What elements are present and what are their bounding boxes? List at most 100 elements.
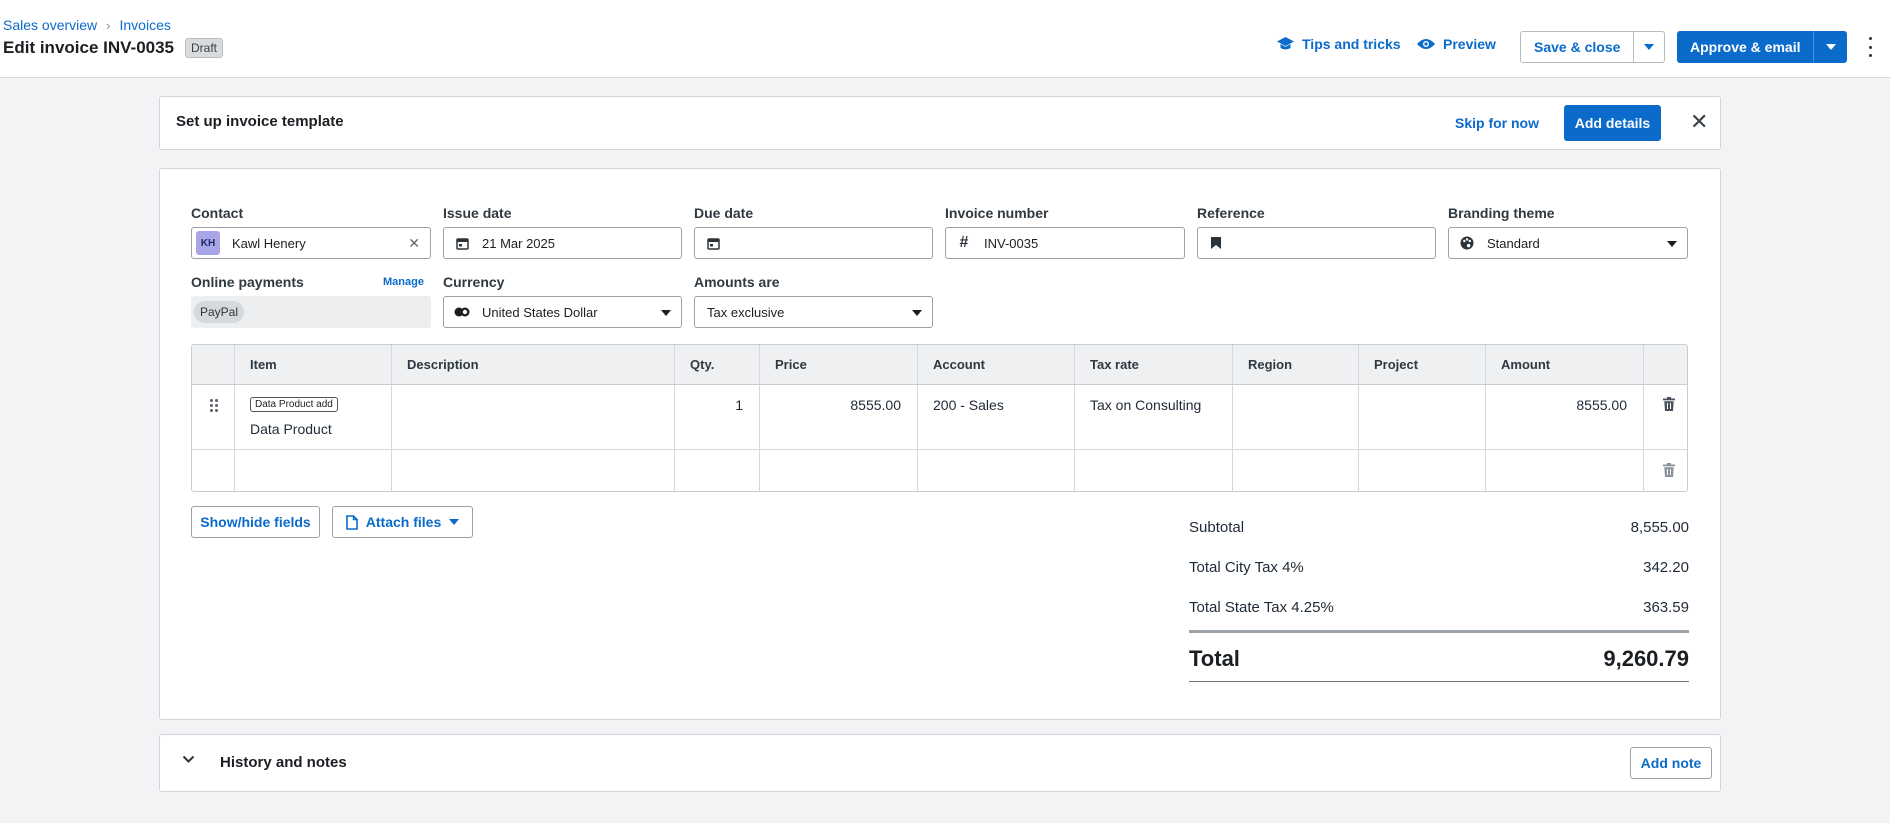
approve-email-split-button: Approve & email <box>1677 31 1847 63</box>
breadcrumb-separator-icon: › <box>106 17 111 33</box>
invoice-form-card: Contact Issue date Due date Invoice numb… <box>159 168 1721 720</box>
city-tax-label: Total City Tax 4% <box>1189 559 1304 576</box>
status-badge: Draft <box>185 38 224 58</box>
price-cell[interactable]: 8555.00 <box>760 385 918 449</box>
amount-cell <box>1486 450 1644 491</box>
chevron-down-icon <box>449 519 460 525</box>
banner-title: Set up invoice template <box>176 113 344 130</box>
amount-cell: 8555.00 <box>1486 385 1644 449</box>
tips-label: Tips and tricks <box>1302 36 1401 52</box>
preview-label: Preview <box>1443 36 1496 52</box>
branding-theme-label: Branding theme <box>1448 205 1555 221</box>
invoice-number-value: INV-0035 <box>984 235 1039 251</box>
chevron-down-icon <box>661 310 671 316</box>
breadcrumb-sales-overview[interactable]: Sales overview <box>3 17 98 33</box>
item-value: Data Product <box>250 421 332 437</box>
attach-files-button[interactable]: Attach files <box>332 506 473 538</box>
due-date-field[interactable] <box>694 227 933 259</box>
reference-label: Reference <box>1197 205 1265 221</box>
account-cell[interactable] <box>918 450 1075 491</box>
amounts-are-select[interactable]: Tax exclusive <box>694 296 933 328</box>
amounts-are-label: Amounts are <box>694 274 780 290</box>
contact-label: Contact <box>191 205 244 221</box>
save-options-dropdown[interactable] <box>1634 44 1664 50</box>
account-cell[interactable]: 200 - Sales <box>918 385 1075 449</box>
bookmark-icon <box>1208 237 1224 249</box>
invoice-number-field[interactable]: # INV-0035 <box>945 227 1185 259</box>
chevron-down-icon <box>1667 241 1677 247</box>
description-cell[interactable] <box>392 385 675 449</box>
price-cell[interactable] <box>760 450 918 491</box>
issue-date-label: Issue date <box>443 205 512 221</box>
tax-rate-cell[interactable] <box>1075 450 1233 491</box>
region-cell[interactable] <box>1233 450 1359 491</box>
tips-and-tricks-link[interactable]: Tips and tricks <box>1277 36 1401 52</box>
add-note-button[interactable]: Add note <box>1630 747 1712 779</box>
column-header-amount: Amount <box>1486 345 1644 384</box>
history-and-notes-panel: History and notes Add note <box>159 734 1721 792</box>
approve-email-button[interactable]: Approve & email <box>1690 39 1801 55</box>
state-tax-value: 363.59 <box>1643 599 1689 616</box>
clear-icon[interactable]: ✕ <box>408 235 420 251</box>
trash-icon <box>1663 463 1675 477</box>
branding-theme-select[interactable]: Standard <box>1448 227 1688 259</box>
invoice-template-banner: Set up invoice template Skip for now Add… <box>159 96 1721 150</box>
skip-for-now-link[interactable]: Skip for now <box>1455 115 1539 131</box>
close-icon[interactable]: ✕ <box>1690 109 1709 134</box>
item-cell[interactable]: Data Product add Data Product <box>235 385 392 449</box>
show-hide-fields-button[interactable]: Show/hide fields <box>191 506 320 538</box>
graduation-cap-icon <box>1277 37 1294 50</box>
table-row: Data Product add Data Product 1 8555.00 … <box>192 385 1687 450</box>
item-cell[interactable] <box>235 450 392 491</box>
more-options-icon[interactable] <box>1867 37 1873 57</box>
avatar: KH <box>196 231 220 255</box>
palette-icon <box>1459 236 1475 250</box>
breadcrumb-invoices[interactable]: Invoices <box>119 17 171 33</box>
trash-icon <box>1663 397 1675 411</box>
item-tag: Data Product add <box>250 397 338 412</box>
delete-row-button[interactable] <box>1644 385 1687 449</box>
qty-cell[interactable]: 1 <box>675 385 760 449</box>
total-underline <box>1189 681 1689 682</box>
city-tax-value: 342.20 <box>1643 559 1689 576</box>
add-details-button[interactable]: Add details <box>1564 105 1661 141</box>
project-cell[interactable] <box>1359 385 1486 449</box>
subtotal-value: 8,555.00 <box>1630 519 1689 536</box>
amounts-are-value: Tax exclusive <box>707 304 785 320</box>
region-cell[interactable] <box>1233 385 1359 449</box>
qty-cell[interactable] <box>675 450 760 491</box>
eye-icon <box>1417 39 1435 49</box>
currency-select[interactable]: United States Dollar <box>443 296 682 328</box>
issue-date-field[interactable]: 21 Mar 2025 <box>443 227 682 259</box>
preview-link[interactable]: Preview <box>1417 36 1496 52</box>
state-tax-row: Total State Tax 4.25% 363.59 <box>1189 599 1689 616</box>
save-close-button[interactable]: Save & close <box>1534 39 1621 55</box>
calendar-icon <box>705 237 721 250</box>
column-header-region: Region <box>1233 345 1359 384</box>
delete-row-button[interactable] <box>1644 450 1687 491</box>
column-header-item: Item <box>235 345 392 384</box>
online-payments-field: PayPal <box>191 296 431 328</box>
calendar-icon <box>454 237 470 250</box>
subtotal-label: Subtotal <box>1189 519 1245 536</box>
tax-rate-cell[interactable]: Tax on Consulting <box>1075 385 1233 449</box>
page-header: Sales overview › Invoices Edit invoice I… <box>0 0 1890 78</box>
history-title[interactable]: History and notes <box>220 754 347 771</box>
column-header-price: Price <box>760 345 918 384</box>
project-cell[interactable] <box>1359 450 1486 491</box>
contact-field[interactable]: KH Kawl Henery ✕ <box>191 227 431 259</box>
due-date-label: Due date <box>694 205 754 221</box>
drag-handle-icon[interactable] <box>192 385 235 449</box>
totals-divider <box>1189 630 1689 633</box>
chevron-down-icon[interactable] <box>182 755 195 764</box>
breadcrumb: Sales overview › Invoices <box>3 17 171 33</box>
account-value: 200 - Sales <box>933 397 1004 413</box>
paypal-chip[interactable]: PayPal <box>194 301 245 323</box>
description-cell[interactable] <box>392 450 675 491</box>
table-header-row: Item Description Qty. Price Account Tax … <box>192 345 1687 385</box>
manage-link[interactable]: Manage <box>383 276 424 288</box>
approve-options-dropdown[interactable] <box>1814 44 1847 50</box>
reference-field[interactable] <box>1197 227 1436 259</box>
invoice-number-label: Invoice number <box>945 205 1049 221</box>
currency-value: United States Dollar <box>482 304 598 320</box>
